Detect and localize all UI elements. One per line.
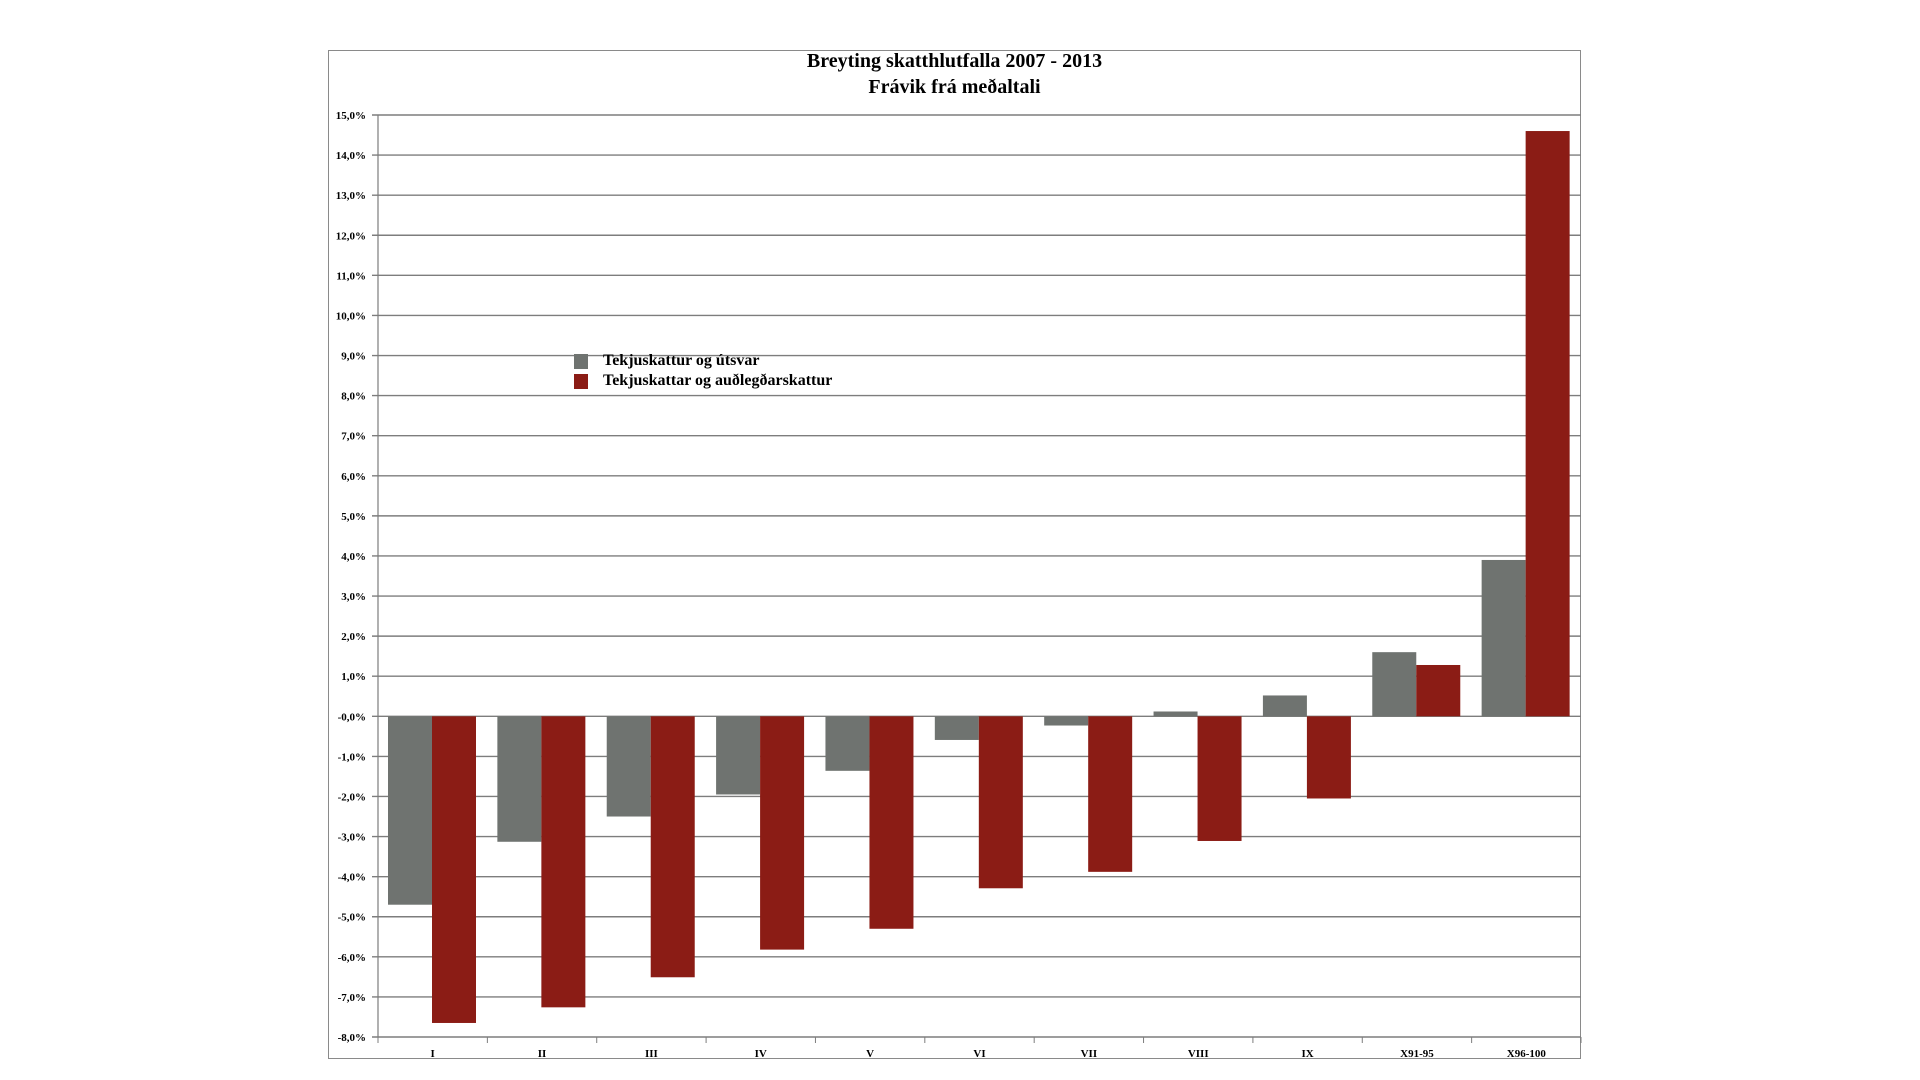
y-tick-label: -1,0% [338,751,366,763]
y-tick-label: 12,0% [336,230,366,242]
legend-label: Tekjuskattur og útsvar [603,352,760,369]
chart-title: Breyting skatthlutfalla 2007 - 2013 [806,50,1103,72]
y-tick-label: -5,0% [338,912,366,924]
y-tick-label: 7,0% [341,431,366,443]
x-tick-label: IV [755,1048,767,1060]
y-tick-label: -4,0% [338,872,366,884]
y-tick-label: 13,0% [336,190,366,202]
x-tick-label: I [431,1048,435,1060]
bar-audlegdarskattur-VIII [1197,716,1242,841]
y-tick-label: 15,0% [336,110,366,122]
bar-audlegdarskattur-IX [1306,716,1351,799]
legend-item-series-2: Tekjuskattar og auðlegðarskattur [574,372,832,390]
legend-swatch-gray [574,353,588,369]
y-tick-label: -8,0% [338,1032,366,1044]
x-tick-label: X96-100 [1507,1048,1547,1060]
bar-audlegdarskattur-X91-95 [1416,664,1461,717]
x-tick-label: V [866,1048,874,1060]
bar-audlegdarskattur-X96-100 [1525,131,1570,717]
legend-swatch-red [574,373,588,389]
y-tick-label: -6,0% [338,952,366,964]
legend-item-series-1: Tekjuskattur og útsvar [574,352,759,370]
bar-tekjuskattur-I [388,716,432,905]
bar-tekjuskattur-VII [1044,716,1089,726]
x-tick-label: III [645,1048,658,1060]
y-tick-label: 11,0% [336,270,366,282]
bar-audlegdarskattur-II [541,716,586,1008]
bar-tekjuskattur-X96-100 [1481,559,1526,717]
bar-tekjuskattur-X91-95 [1372,652,1417,717]
y-tick-label: 14,0% [336,150,366,162]
y-tick-label: 9,0% [341,351,366,363]
bar-audlegdarskattur-VI [978,716,1023,889]
y-tick-label: -7,0% [338,992,366,1004]
x-tick-label: VIII [1188,1048,1209,1060]
y-tick-label: -0,0% [338,711,366,723]
bar-audlegdarskattur-VII [1088,716,1133,872]
x-tick-label: X91-95 [1400,1048,1434,1060]
y-tick-label: 3,0% [341,591,366,603]
y-tick-label: -2,0% [338,791,366,803]
bar-tekjuskattur-III [606,716,651,817]
y-tick-label: 6,0% [341,471,366,483]
bar-tekjuskattur-VI [934,716,979,740]
y-tick-label: 4,0% [341,551,366,563]
x-tick-label: II [538,1048,547,1060]
bar-tekjuskattur-II [497,716,542,842]
y-tick-label: 1,0% [341,671,366,683]
y-tick-label: -3,0% [338,832,366,844]
bar-audlegdarskattur-III [650,716,695,978]
legend-label: Tekjuskattar og auðlegðarskattur [603,372,833,389]
y-tick-label: 5,0% [341,511,366,523]
bar-tekjuskattur-IV [716,716,761,795]
x-tick-label: IX [1301,1048,1313,1060]
bar-tekjuskattur-IX [1262,695,1307,717]
chart-subtitle: Frávik frá meðaltali [868,76,1041,98]
y-tick-label: 10,0% [336,310,366,322]
y-tick-label: 8,0% [341,391,366,403]
x-tick-label: VI [973,1048,985,1060]
bar-audlegdarskattur-IV [760,716,805,950]
chart-frame [328,50,1581,1059]
y-tick-label: 2,0% [341,631,366,643]
bar-tekjuskattur-VIII [1153,711,1198,717]
bar-tekjuskattur-V [825,716,870,771]
x-tick-label: VII [1081,1048,1098,1060]
bar-audlegdarskattur-V [869,716,914,929]
bar-audlegdarskattur-I [432,716,476,1023]
